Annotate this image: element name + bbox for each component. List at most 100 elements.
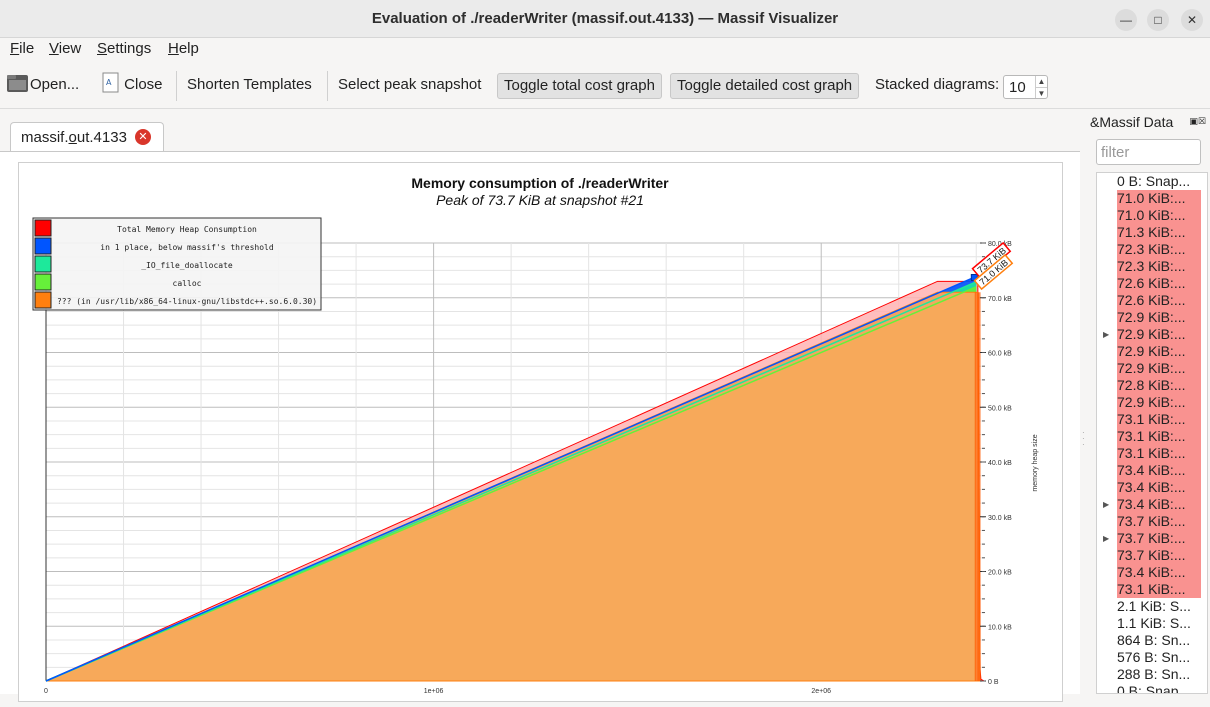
legend-entry: _IO_file_doallocate — [141, 261, 233, 270]
snapshot-item[interactable]: 71.3 KiB:... — [1117, 224, 1201, 241]
snapshot-item[interactable]: 71.0 KiB:... — [1117, 190, 1201, 207]
menu-settings[interactable]: Settings — [97, 40, 152, 57]
close-window-icon[interactable]: ✕ — [1181, 9, 1203, 31]
snapshot-item[interactable]: 73.4 KiB:... — [1117, 479, 1201, 496]
snapshot-strip — [974, 292, 977, 681]
toolbar-separator — [176, 71, 177, 101]
filter-input[interactable]: filter — [1096, 139, 1201, 165]
y-tick-label: 20.0 kB — [988, 570, 1012, 577]
tab-massif-out[interactable]: massif.out.4133 ✕ — [10, 122, 164, 152]
y-tick-label: 60.0 kB — [988, 351, 1012, 358]
y-tick-label: 0 B — [988, 679, 999, 686]
snapshot-item[interactable]: 73.7 KiB:... — [1117, 513, 1201, 530]
stacked-diagrams-spinbox[interactable]: 10 ▲ ▼ — [1003, 75, 1048, 99]
y-tick-label: 50.0 kB — [988, 405, 1012, 412]
snapshot-tree[interactable]: 0 B: Snap... 71.0 KiB:... 71.0 KiB:... 71.3… — [1096, 172, 1208, 694]
snapshot-item[interactable]: 71.0 KiB:... — [1117, 207, 1201, 224]
close-tab-icon[interactable]: ✕ — [135, 129, 151, 145]
toggle-total-cost-button[interactable]: Toggle total cost graph — [497, 73, 662, 99]
chart-areas — [45, 273, 985, 682]
tab-label: massif.out.4133 — [21, 129, 127, 146]
snapshot-item[interactable]: 73.4 KiB:... — [1117, 496, 1201, 513]
snapshot-item[interactable]: 72.3 KiB:... — [1117, 258, 1201, 275]
snapshot-strip — [978, 292, 981, 681]
spin-down-icon[interactable]: ▼ — [1035, 87, 1047, 98]
snapshot-item[interactable]: 73.1 KiB:... — [1117, 581, 1201, 598]
libstdcxx-area — [45, 291, 984, 682]
spin-up-icon[interactable]: ▲ — [1035, 76, 1047, 87]
y-axis: 0 B 10.0 kB 20.0 kB 30.0 kB 40.0 kB 50.0 kB 60… — [980, 241, 1012, 686]
menu-view[interactable]: View — [49, 40, 82, 57]
memory-chart-svg: Memory consumption of ./readerWriter Pea… — [32, 175, 1039, 695]
stacked-diagrams-label: Stacked diagrams: — [875, 76, 1000, 93]
shorten-templates-button[interactable]: Shorten Templates — [187, 76, 312, 93]
dock-float-close-icons[interactable]: ▣☒ — [1189, 116, 1206, 126]
legend-entry: in 1 place, below massif's threshold — [100, 243, 274, 252]
stacked-diagrams-value: 10 — [1009, 79, 1026, 96]
snapshot-item[interactable]: 0 B: Snap... — [1117, 173, 1191, 189]
snapshot-item[interactable]: 2.1 KiB: S... — [1117, 598, 1191, 614]
snapshot-item[interactable]: 73.1 KiB:... — [1117, 428, 1201, 445]
select-peak-snapshot-button[interactable]: Select peak snapshot — [338, 76, 482, 93]
expand-arrow-icon[interactable]: ▶ — [1103, 500, 1110, 509]
y-tick-label: 70.0 kB — [988, 296, 1012, 303]
legend-swatch — [34, 291, 52, 309]
x-tick-label: 0 — [44, 688, 48, 695]
chart-subtitle: Peak of 73.7 KiB at snapshot #21 — [436, 192, 644, 208]
y-tick-label: 30.0 kB — [988, 515, 1012, 522]
legend-box — [32, 217, 322, 311]
toolbar: Open... A Close Shorten Templates Select… — [0, 63, 1210, 109]
svg-text:A: A — [106, 78, 112, 87]
snapshot-item[interactable]: 864 B: Sn... — [1117, 632, 1191, 648]
snapshot-item[interactable]: 73.7 KiB:... — [1117, 530, 1201, 547]
x-axis: 0 1e+06 2e+06 — [44, 688, 831, 695]
snapshot-item[interactable]: 72.9 KiB:... — [1117, 326, 1201, 343]
snapshot-item[interactable]: 72.9 KiB:... — [1117, 360, 1201, 377]
snapshot-item[interactable]: 72.8 KiB:... — [1117, 377, 1201, 394]
legend-entry: calloc — [173, 279, 202, 288]
snapshot-item[interactable]: 72.6 KiB:... — [1117, 275, 1201, 292]
menu-help[interactable]: Help — [168, 40, 199, 57]
minimize-icon[interactable]: — — [1115, 9, 1137, 31]
snapshot-item[interactable]: 72.9 KiB:... — [1117, 394, 1201, 411]
chart-legend: Total Memory Heap Consumption in 1 place,… — [32, 217, 322, 311]
tab-bar: massif.out.4133 ✕ — [0, 110, 1080, 152]
snapshot-item[interactable]: 72.9 KiB:... — [1117, 309, 1201, 326]
y-tick-label: 80.0 kB — [988, 241, 1012, 248]
snapshot-item[interactable]: 73.4 KiB:... — [1117, 462, 1201, 479]
snapshot-item[interactable]: 72.6 KiB:... — [1117, 292, 1201, 309]
window-titlebar: Evaluation of ./readerWriter (massif.out… — [0, 0, 1210, 38]
snapshot-strip — [977, 292, 980, 681]
folder-icon — [7, 75, 28, 93]
dock-title: &Massif Data — [1090, 114, 1174, 130]
close-button[interactable]: A Close — [96, 72, 169, 99]
snapshot-item[interactable]: 73.4 KiB:... — [1117, 564, 1201, 581]
snapshot-item[interactable]: 1.1 KiB: S... — [1117, 615, 1191, 631]
toggle-detailed-cost-button[interactable]: Toggle detailed cost graph — [670, 73, 860, 99]
splitter-handle[interactable]: · · · — [1082, 428, 1085, 449]
legend-swatch — [34, 255, 52, 273]
snapshot-item[interactable]: 72.9 KiB:... — [1117, 343, 1201, 360]
legend-swatch — [34, 273, 52, 291]
expand-arrow-icon[interactable]: ▶ — [1103, 330, 1110, 339]
chart-title: Memory consumption of ./readerWriter — [411, 175, 669, 191]
x-tick-label: 2e+06 — [811, 688, 831, 695]
snapshot-item[interactable]: 288 B: Sn... — [1117, 666, 1191, 682]
y-tick-label: 10.0 kB — [988, 624, 1012, 631]
maximize-icon[interactable]: □ — [1147, 9, 1169, 31]
expand-arrow-icon[interactable]: ▶ — [1103, 534, 1110, 543]
legend-swatch — [34, 219, 52, 237]
open-button[interactable]: Open... — [4, 73, 85, 99]
memory-chart[interactable]: Memory consumption of ./readerWriter Pea… — [18, 162, 1063, 702]
document-icon: A — [102, 72, 119, 93]
menu-file[interactable]: File — [10, 40, 35, 57]
y-axis-label: memory heap size — [1032, 434, 1039, 491]
snapshot-item[interactable]: 73.7 KiB:... — [1117, 547, 1201, 564]
snapshot-item[interactable]: 576 B: Sn... — [1117, 649, 1191, 665]
snapshot-item[interactable]: 72.3 KiB:... — [1117, 241, 1201, 258]
y-tick-label: 40.0 kB — [988, 460, 1012, 467]
snapshot-item[interactable]: 73.1 KiB:... — [1117, 445, 1201, 462]
snapshot-item[interactable]: 0 B: Snap... — [1117, 683, 1191, 694]
legend-entry: ??? (in /usr/lib/x86_64-linux-gnu/libstd… — [57, 297, 317, 306]
snapshot-item[interactable]: 73.1 KiB:... — [1117, 411, 1201, 428]
